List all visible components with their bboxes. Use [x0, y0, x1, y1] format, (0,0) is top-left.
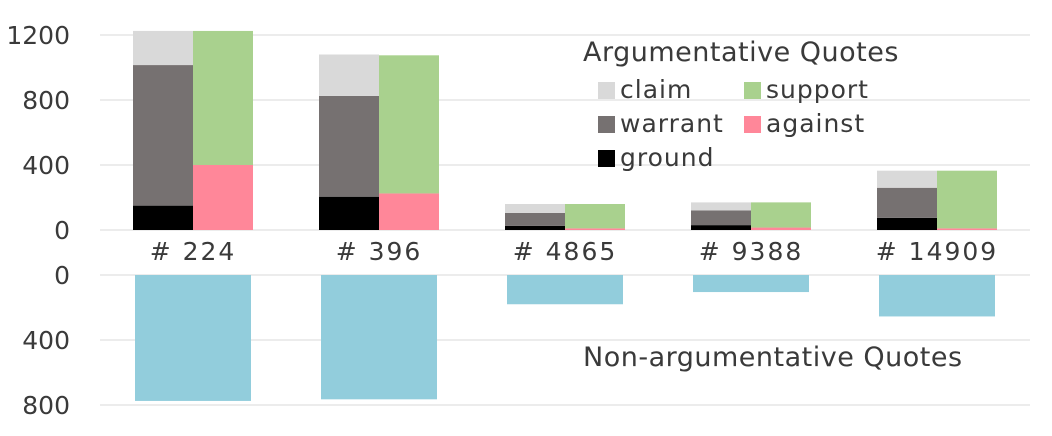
bar-support [565, 204, 625, 229]
bar-claim [691, 202, 751, 211]
bar-support [937, 170, 997, 229]
bar-ground [505, 225, 565, 230]
legend-swatch-against [744, 116, 761, 133]
bar-warrant [505, 212, 565, 226]
top-y-tick-label: 800 [22, 86, 70, 115]
legend-label-support: support [766, 75, 869, 104]
category-label: # 4865 [513, 237, 618, 266]
bar-non-argumentative [693, 275, 809, 293]
bar-ground [133, 205, 193, 230]
bar-warrant [319, 95, 379, 197]
category-label: # 14909 [876, 237, 998, 266]
bar-claim [505, 204, 565, 213]
legend-label-claim: claim [620, 75, 692, 104]
category-label: # 224 [150, 237, 237, 266]
bar-non-argumentative [879, 275, 995, 317]
legend-swatch-claim [598, 82, 615, 99]
top-y-tick-label: 0 [54, 216, 70, 245]
bar-against [937, 228, 997, 230]
bar-claim [133, 30, 193, 66]
bottom-y-tick-label: 800 [22, 391, 70, 420]
legend-label-warrant: warrant [620, 109, 724, 138]
bar-against [379, 193, 439, 230]
legend-swatch-support [744, 82, 761, 99]
category-label: # 9388 [699, 237, 804, 266]
bar-against [565, 228, 625, 230]
top-panel-title: Argumentative Quotes [583, 37, 899, 68]
top-y-tick-label: 1200 [6, 21, 70, 50]
bar-warrant [691, 210, 751, 226]
bar-non-argumentative [135, 275, 251, 401]
legend-swatch-ground [598, 150, 615, 167]
legend-label-against: against [766, 109, 865, 138]
bar-ground [877, 217, 937, 230]
top-y-tick-label: 400 [22, 151, 70, 180]
bar-ground [691, 225, 751, 230]
bottom-panel-title: Non-argumentative Quotes [583, 342, 963, 373]
legend-label-ground: ground [620, 143, 714, 172]
bar-claim [319, 54, 379, 96]
bar-against [751, 227, 811, 230]
bar-support [379, 55, 439, 194]
bar-warrant [877, 187, 937, 218]
category-label: # 396 [336, 237, 423, 266]
bar-against [193, 165, 253, 230]
bar-ground [319, 196, 379, 230]
bottom-y-tick-label: 400 [22, 326, 70, 355]
bottom-y-tick-label: 0 [54, 261, 70, 290]
bar-claim [877, 170, 937, 188]
bar-support [193, 30, 253, 165]
bar-non-argumentative [507, 275, 623, 305]
bar-warrant [133, 65, 193, 206]
legend-swatch-warrant [598, 116, 615, 133]
bar-support [751, 202, 811, 228]
bar-non-argumentative [321, 275, 437, 400]
